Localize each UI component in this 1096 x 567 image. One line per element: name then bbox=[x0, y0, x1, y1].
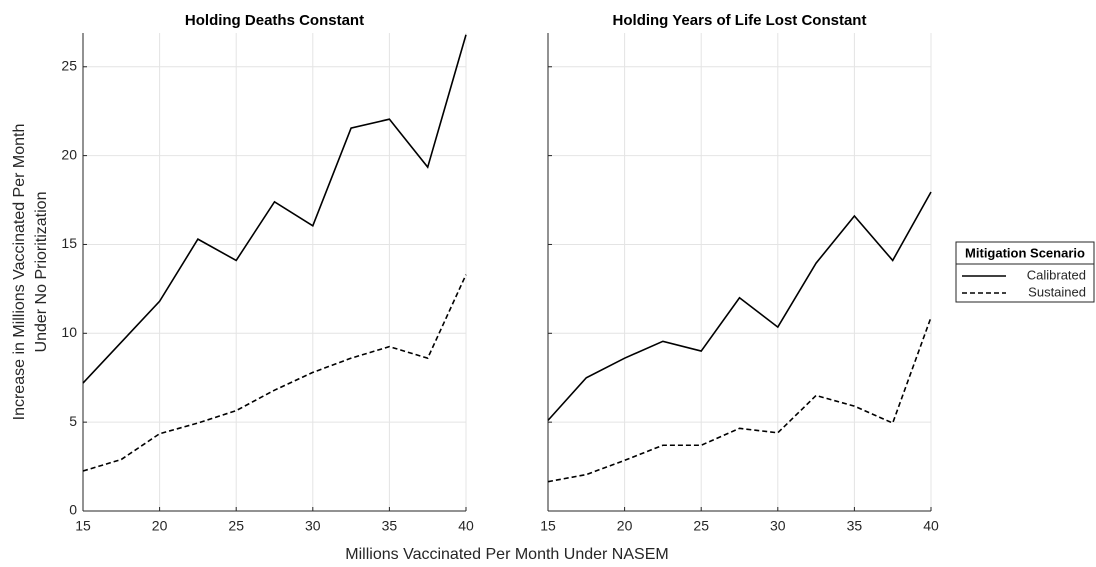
series-line bbox=[547, 191, 932, 421]
y-tick-label: 25 bbox=[61, 57, 77, 73]
y-axis-label: Increase in Millions Vaccinated Per Mont… bbox=[11, 124, 28, 421]
chart-title: Holding Deaths Constant bbox=[185, 12, 364, 29]
x-tick-label: 40 bbox=[458, 518, 474, 534]
y-tick-label: 20 bbox=[61, 146, 77, 162]
x-tick-label: 15 bbox=[540, 518, 556, 534]
x-tick-label: 40 bbox=[923, 518, 939, 534]
legend-label: Sustained bbox=[1028, 284, 1086, 299]
x-tick-label: 30 bbox=[305, 518, 321, 534]
series-line bbox=[82, 34, 467, 384]
series-line bbox=[82, 274, 467, 472]
chart-title: Holding Years of Life Lost Constant bbox=[613, 12, 867, 29]
legend-title: Mitigation Scenario bbox=[965, 245, 1085, 260]
x-tick-label: 20 bbox=[617, 518, 633, 534]
x-tick-label: 35 bbox=[382, 518, 398, 534]
series-line bbox=[547, 317, 932, 483]
x-tick-label: 20 bbox=[152, 518, 168, 534]
x-tick-label: 35 bbox=[847, 518, 863, 534]
x-tick-label: 25 bbox=[228, 518, 244, 534]
y-tick-label: 10 bbox=[61, 324, 77, 340]
x-axis-label: Millions Vaccinated Per Month Under NASE… bbox=[345, 546, 668, 563]
x-tick-label: 15 bbox=[75, 518, 91, 534]
legend-box bbox=[955, 241, 1095, 303]
y-tick-label: 0 bbox=[69, 502, 77, 518]
y-axis-label: Under No Prioritization bbox=[33, 192, 50, 353]
x-tick-label: 25 bbox=[693, 518, 709, 534]
x-tick-label: 30 bbox=[770, 518, 786, 534]
y-tick-label: 15 bbox=[61, 235, 77, 251]
legend-label: Calibrated bbox=[1027, 267, 1086, 282]
y-tick-label: 5 bbox=[69, 413, 77, 429]
